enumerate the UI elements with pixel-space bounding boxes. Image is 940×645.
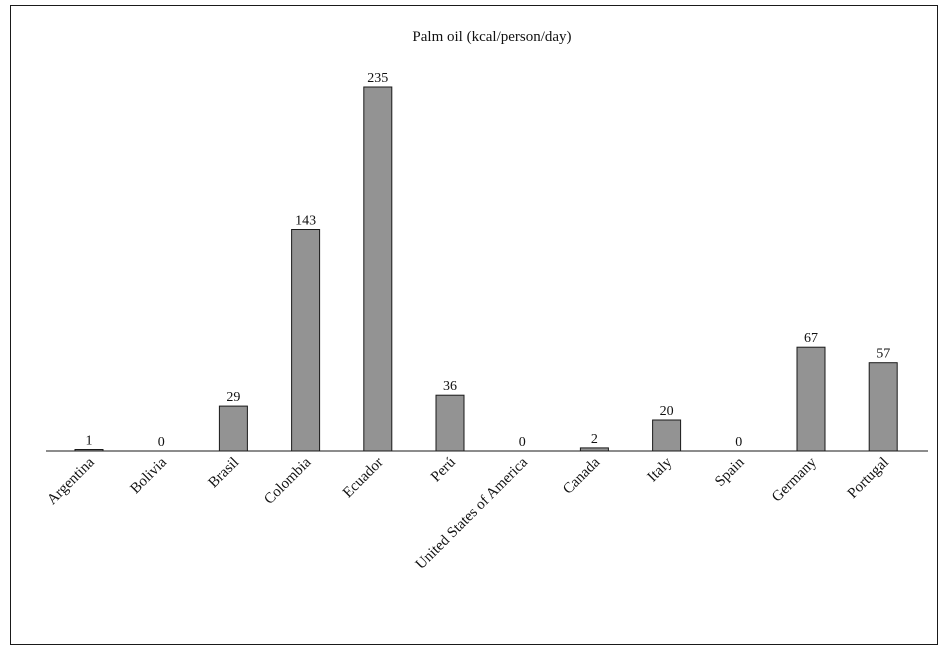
- bar-germany: [796, 346, 826, 452]
- bar-per-: [435, 394, 465, 452]
- x-tick-label: Ecuador: [340, 455, 387, 502]
- x-tick-label: Italy: [645, 454, 676, 485]
- palm-oil-bar-chart: Palm oil (kcal/person/day) 1 0 29 143 235 36 0…: [44, 29, 928, 573]
- bar-italy: [652, 419, 682, 452]
- x-tick-label: Portugal: [845, 455, 892, 502]
- x-tick-label: Spain: [712, 454, 748, 490]
- chart-title: Palm oil (kcal/person/day): [412, 29, 571, 45]
- x-tick-label: Argentina: [44, 454, 98, 508]
- bar-argentina: [74, 449, 104, 452]
- x-tick-label: Perú: [428, 454, 459, 485]
- value-labels-group: 1 0 29 143 235 36 0 2 20 0 67 57: [86, 71, 891, 450]
- value-label: 2: [591, 432, 598, 447]
- bar-ecuador: [363, 86, 393, 452]
- x-tick-label: Colombia: [261, 454, 314, 507]
- x-tick-label: Canada: [560, 454, 603, 497]
- value-label: 0: [735, 435, 742, 450]
- bar-canada: [579, 447, 609, 452]
- x-tick-label: Brasil: [206, 455, 243, 492]
- x-tick-label: Bolivia: [127, 454, 170, 497]
- value-label: 57: [876, 347, 890, 362]
- bar-portugal: [868, 362, 898, 452]
- bar-brasil: [218, 405, 248, 452]
- bar-colombia: [291, 229, 321, 452]
- value-label: 1: [86, 434, 93, 449]
- value-label: 20: [660, 404, 674, 419]
- value-label: 0: [158, 435, 165, 450]
- chart-frame: [10, 5, 938, 645]
- value-label: 29: [226, 390, 240, 405]
- value-label: 36: [443, 379, 457, 394]
- bars-group: [74, 86, 898, 452]
- value-label: 143: [295, 214, 316, 229]
- value-label: 235: [367, 71, 388, 86]
- value-label: 0: [519, 435, 526, 450]
- value-label: 67: [804, 331, 818, 346]
- x-tick-label: Germany: [769, 454, 820, 505]
- x-tick-labels-group: Argentina Bolivia Brasil Colombia Ecuador Per…: [44, 454, 892, 573]
